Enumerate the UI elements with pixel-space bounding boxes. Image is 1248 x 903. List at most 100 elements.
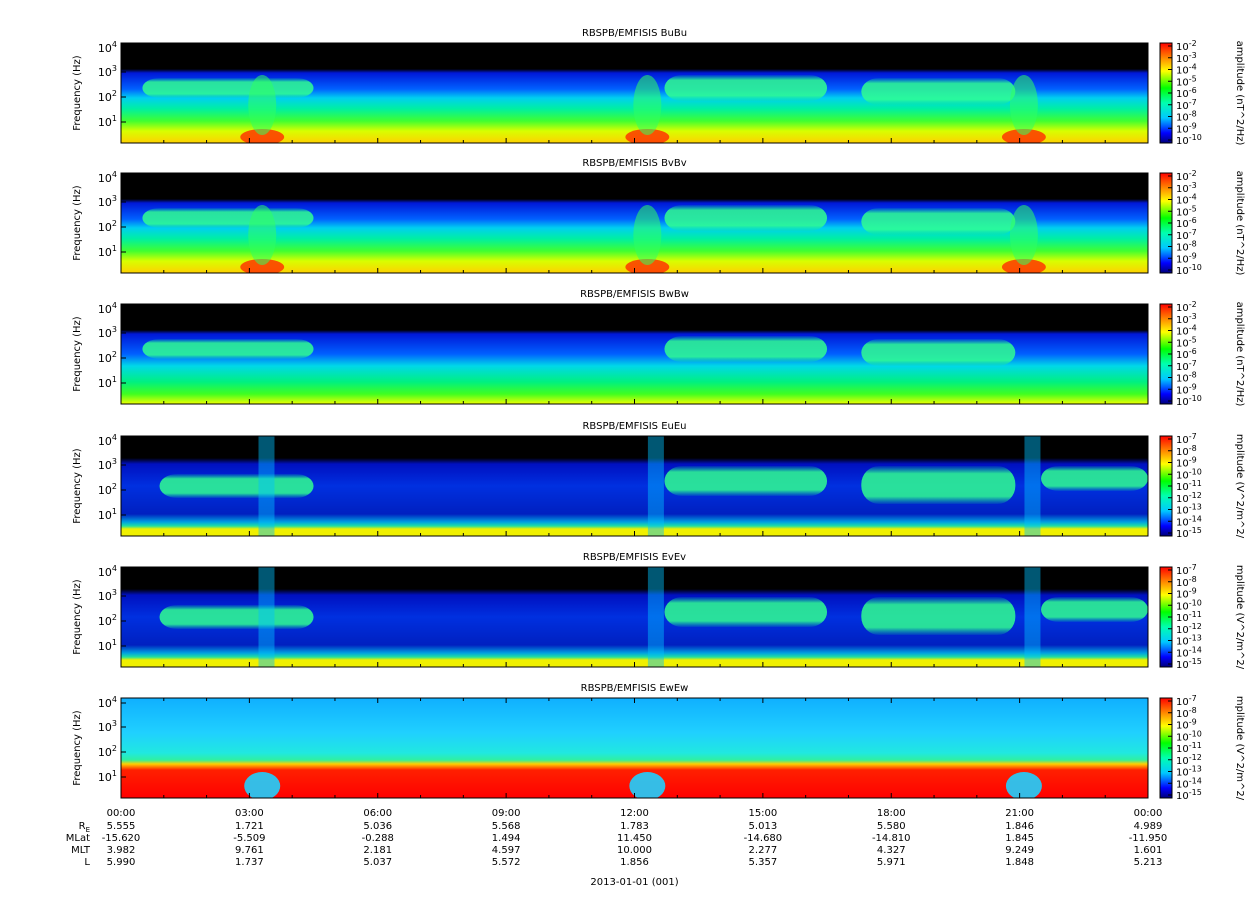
- ephemeris-row-label: L: [84, 857, 90, 868]
- y-axis-label: Frequency (Hz): [72, 316, 83, 392]
- ephemeris-value: 5.971: [877, 857, 906, 868]
- colorbar-tick-label: 10-3: [1176, 312, 1197, 326]
- ephemeris-value: 3.982: [107, 845, 136, 856]
- colorbar-label: mplitude (V^2/m^2/: [1234, 565, 1245, 670]
- perigee-hotspot: [1001, 259, 1046, 273]
- perigee-plume: [1009, 75, 1038, 135]
- ephemeris-footer: 00:00 03:00 06:00 09:00 12:00 15:00 18:00 21:00…: [66, 808, 1168, 888]
- ephemeris-value: 10.000: [617, 845, 652, 856]
- perigee-hotspot: [625, 129, 670, 143]
- perigee-hotspot: [240, 129, 285, 143]
- colorbar-tick-label: 10-5: [1176, 74, 1197, 88]
- y-tick-label: 101: [98, 638, 117, 653]
- y-tick-label: 101: [98, 507, 117, 522]
- perigee-hotspot: [240, 259, 285, 273]
- ephemeris-value: 1.721: [235, 821, 264, 832]
- y-axis-label: Frequency (Hz): [72, 185, 83, 261]
- emission-band: [861, 78, 1016, 105]
- spectrogram-image: [121, 173, 1148, 273]
- colorbar-tick-label: 10-3: [1176, 51, 1197, 65]
- ephemeris-value: 9.761: [235, 845, 264, 856]
- perigee-dip: [244, 772, 281, 798]
- emission-band: [664, 205, 828, 231]
- colorbar-tick-label: 10-8: [1176, 371, 1197, 385]
- ephemeris-value: 4.327: [877, 845, 906, 856]
- colorbar-tick-label: 10-7: [1176, 563, 1197, 577]
- ephemeris-value: -14.810: [872, 833, 911, 844]
- spectrogram-image: [121, 567, 1148, 667]
- colorbar-tick-label: 10-4: [1176, 63, 1197, 77]
- colorbar-label: amplitude (nT^2/Hz): [1234, 41, 1245, 146]
- colorbar-tick-label: 10-13: [1176, 503, 1202, 517]
- colorbar-tick-label: 10-5: [1176, 204, 1197, 218]
- spectrogram-image: [121, 304, 1148, 404]
- panel-title: RBSPB/EMFISIS BwBw: [580, 289, 689, 300]
- ephemeris-row-label: MLT: [71, 845, 91, 856]
- colorbar-tick-label: 10-2: [1176, 169, 1197, 183]
- colorbar-tick-label: 10-8: [1176, 444, 1197, 458]
- emission-band: [664, 466, 828, 496]
- x-tick-label: 12:00: [620, 808, 649, 819]
- x-tick-label: 06:00: [363, 808, 392, 819]
- panel-6: RBSPB/EMFISIS EwEw 101 102 103 104 Frequency …: [72, 683, 1245, 802]
- perigee-stripe: [258, 436, 275, 536]
- y-tick-label: 101: [98, 244, 117, 259]
- perigee-plume: [633, 75, 662, 135]
- colorbar-tick-label: 10-10: [1176, 729, 1202, 743]
- colorbar-tick-label: 10-7: [1176, 98, 1197, 112]
- ephemeris-value: 5.357: [749, 857, 778, 868]
- colorbar-tick-label: 10-5: [1176, 335, 1197, 349]
- y-tick-label: 102: [98, 744, 117, 759]
- x-tick-label: 18:00: [877, 808, 906, 819]
- colorbar-tick-label: 10-7: [1176, 432, 1197, 446]
- colorbar-tick-label: 10-13: [1176, 765, 1202, 779]
- y-axis-label: Frequency (Hz): [72, 448, 83, 524]
- colorbar-tick-label: 10-11: [1176, 479, 1202, 493]
- y-tick-label: 102: [98, 482, 117, 497]
- colorbar-tick-label: 10-14: [1176, 645, 1202, 659]
- panel-title: RBSPB/EMFISIS EvEv: [583, 552, 686, 563]
- perigee-stripe: [1024, 436, 1041, 536]
- colorbar-tick-label: 10-10: [1176, 467, 1202, 481]
- colorbar-tick-label: 10-7: [1176, 228, 1197, 242]
- ephemeris-value: -15.620: [102, 833, 141, 844]
- ephemeris-value: 5.555: [107, 821, 136, 832]
- y-tick-label: 104: [98, 433, 117, 448]
- colorbar-tick-label: 10-10: [1176, 394, 1202, 408]
- colorbar-tick-label: 10-8: [1176, 575, 1197, 589]
- colorbar-tick-label: 10-11: [1176, 741, 1202, 755]
- y-tick-label: 104: [98, 301, 117, 316]
- y-tick-label: 104: [98, 40, 117, 55]
- colorbar-tick-label: 10-10: [1176, 598, 1202, 612]
- emission-band: [861, 466, 1016, 504]
- ephemeris-value: 1.845: [1005, 833, 1034, 844]
- y-axis-label: Frequency (Hz): [72, 579, 83, 655]
- perigee-hotspot: [625, 259, 670, 273]
- ephemeris-value: -11.950: [1129, 833, 1168, 844]
- colorbar-tick-label: 10-7: [1176, 694, 1197, 708]
- colorbar-tick-label: 10-9: [1176, 587, 1197, 601]
- ephemeris-value: 5.990: [107, 857, 136, 868]
- colorbar-tick-label: 10-13: [1176, 634, 1202, 648]
- ephemeris-value: 1.783: [620, 821, 649, 832]
- colorbar-tick-label: 10-15: [1176, 526, 1202, 540]
- emission-band: [1041, 466, 1148, 491]
- ephemeris-value: 4.597: [492, 845, 521, 856]
- y-tick-label: 103: [98, 325, 117, 340]
- x-tick-label: 00:00: [107, 808, 136, 819]
- panel-title: RBSPB/EMFISIS BuBu: [582, 28, 687, 39]
- emission-band: [1041, 597, 1148, 622]
- colorbar-tick-label: 10-14: [1176, 776, 1202, 790]
- panel-title: RBSPB/EMFISIS EwEw: [581, 683, 689, 694]
- panels-group: RBSPB/EMFISIS BuBu 101 102 103 104 Frequency …: [72, 28, 1245, 802]
- emission-band: [861, 208, 1016, 235]
- colorbar-tick-label: 10-11: [1176, 610, 1202, 624]
- ephemeris-row-label: RE: [79, 821, 90, 834]
- colorbar-tick-label: 10-8: [1176, 706, 1197, 720]
- y-axis-label: Frequency (Hz): [72, 55, 83, 131]
- spectrogram-image: [121, 436, 1148, 536]
- colorbar-tick-label: 10-10: [1176, 133, 1202, 147]
- y-tick-label: 103: [98, 719, 117, 734]
